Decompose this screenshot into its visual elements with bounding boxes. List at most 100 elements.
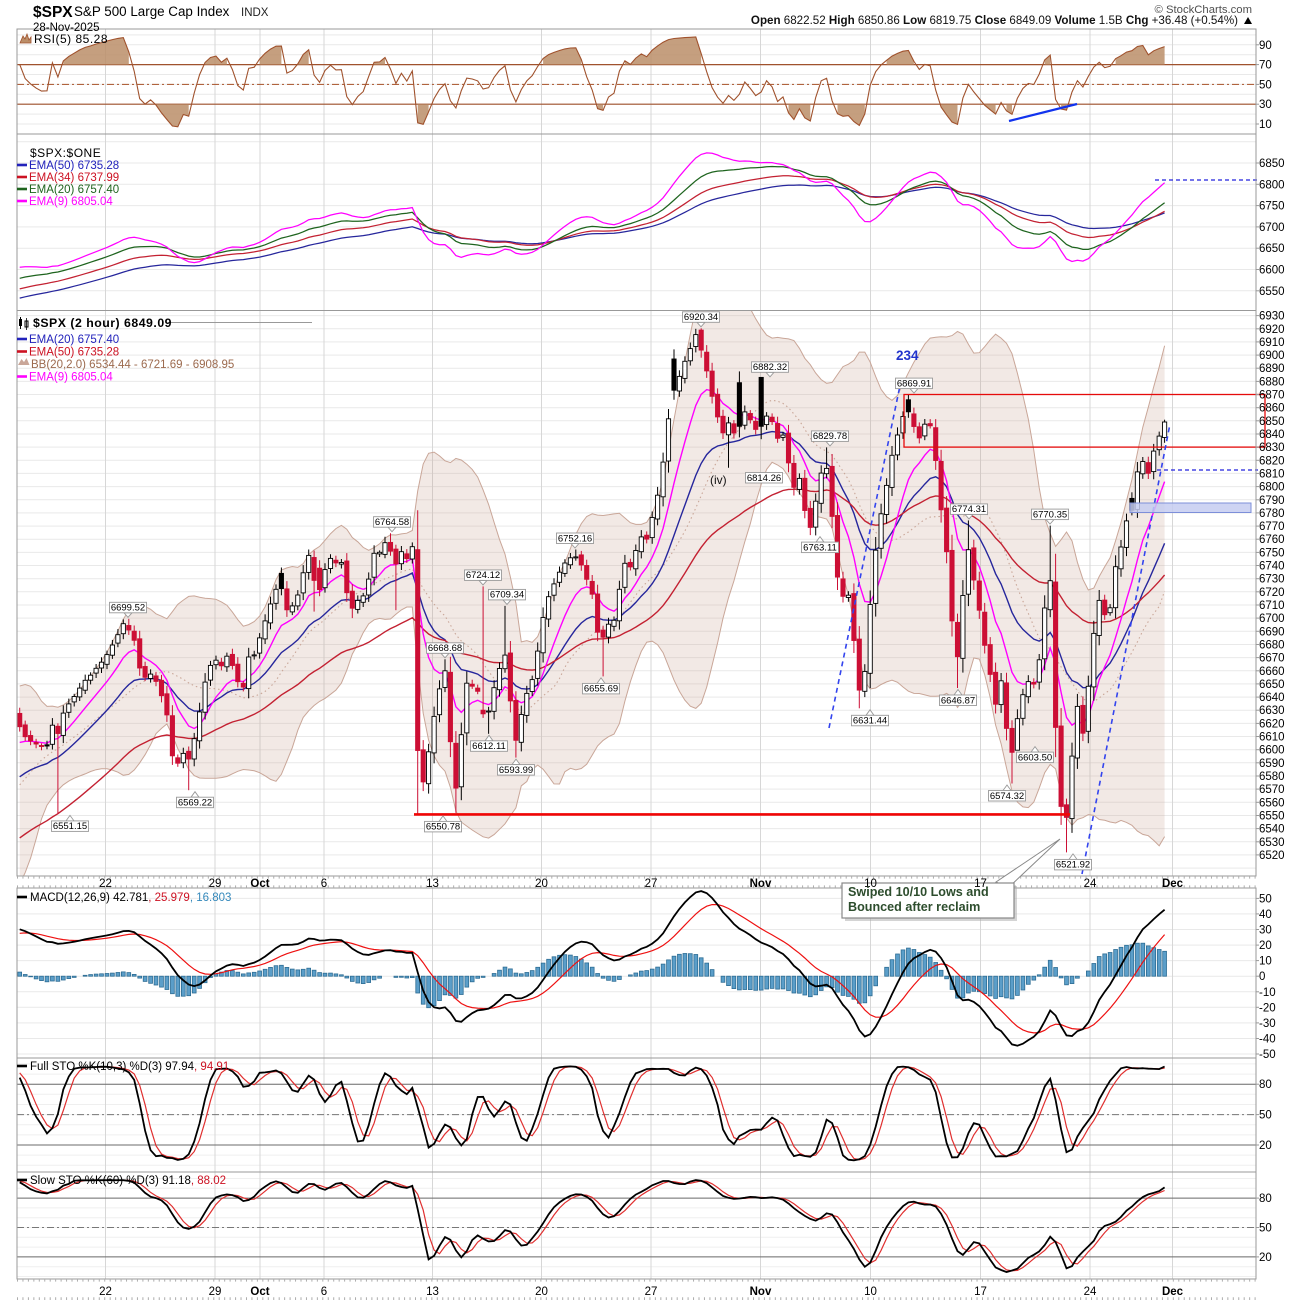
svg-text:24: 24 <box>1084 878 1097 890</box>
svg-text:Dec: Dec <box>1162 1286 1184 1298</box>
svg-text:EMA(20) 6757.40: EMA(20) 6757.40 <box>29 184 119 196</box>
svg-text:6780: 6780 <box>1259 508 1285 520</box>
svg-text:EMA(20) 6757.40: EMA(20) 6757.40 <box>29 334 119 346</box>
svg-text:6829.78: 6829.78 <box>813 431 847 442</box>
svg-text:17: 17 <box>974 878 987 890</box>
svg-text:BB(20,2.0) 6534.44 - 6721.69 -: BB(20,2.0) 6534.44 - 6721.69 - 6908.95 <box>31 359 234 371</box>
svg-text:6612.11: 6612.11 <box>472 741 506 752</box>
svg-text:24: 24 <box>1084 1286 1097 1298</box>
svg-text:Open 6822.52 High 6850.86 Low: Open 6822.52 High 6850.86 Low 6819.75 Cl… <box>751 14 1238 27</box>
svg-text:6770.35: 6770.35 <box>1033 509 1067 520</box>
svg-text:80: 80 <box>1259 1193 1272 1205</box>
svg-text:6650: 6650 <box>1259 243 1285 255</box>
svg-text:Bounced after reclaim: Bounced after reclaim <box>848 900 980 914</box>
svg-text:6551.15: 6551.15 <box>53 821 87 832</box>
svg-text:70: 70 <box>1259 60 1272 72</box>
svg-text:6630: 6630 <box>1259 705 1285 717</box>
svg-text:EMA(9) 6805.04: EMA(9) 6805.04 <box>29 196 113 208</box>
svg-text:6860: 6860 <box>1259 403 1285 415</box>
svg-text:-30: -30 <box>1259 1018 1276 1030</box>
svg-text:6668.68: 6668.68 <box>428 643 462 654</box>
svg-text:Nov: Nov <box>750 1286 772 1298</box>
svg-text:20: 20 <box>535 1286 548 1298</box>
svg-text:6569.22: 6569.22 <box>178 797 212 808</box>
svg-text:$SPX (2 hour) 6849.09: $SPX (2 hour) 6849.09 <box>33 316 172 330</box>
svg-text:6800: 6800 <box>1259 179 1285 191</box>
svg-text:6869.91: 6869.91 <box>897 378 931 389</box>
svg-text:$SPX: $SPX <box>33 4 73 21</box>
svg-text:6900: 6900 <box>1259 350 1285 362</box>
svg-text:27: 27 <box>645 1286 658 1298</box>
svg-text:EMA(9) 6805.04: EMA(9) 6805.04 <box>29 372 113 384</box>
svg-text:6650: 6650 <box>1259 679 1285 691</box>
svg-text:6709.34: 6709.34 <box>490 590 524 601</box>
svg-text:27: 27 <box>645 878 658 890</box>
svg-text:6570: 6570 <box>1259 784 1285 796</box>
svg-text:6790: 6790 <box>1259 495 1285 507</box>
svg-text:6920: 6920 <box>1259 324 1285 336</box>
svg-text:Oct: Oct <box>250 1286 269 1298</box>
svg-text:13: 13 <box>426 878 439 890</box>
svg-text:6760: 6760 <box>1259 534 1285 546</box>
svg-text:80: 80 <box>1259 1079 1272 1091</box>
svg-text:-40: -40 <box>1259 1033 1276 1045</box>
svg-text:6550: 6550 <box>1259 810 1285 822</box>
svg-text:Slow STO %K(60) %D(3) 91.18, 8: Slow STO %K(60) %D(3) 91.18, 88.02 <box>30 1175 226 1187</box>
svg-text:-10: -10 <box>1259 987 1276 999</box>
svg-text:50: 50 <box>1259 1110 1272 1122</box>
svg-text:6910: 6910 <box>1259 337 1285 349</box>
svg-text:13: 13 <box>426 1286 439 1298</box>
svg-text:6580: 6580 <box>1259 771 1285 783</box>
svg-text:6600: 6600 <box>1259 745 1285 757</box>
svg-text:6574.32: 6574.32 <box>990 791 1024 802</box>
svg-text:50: 50 <box>1259 79 1272 91</box>
svg-text:6730: 6730 <box>1259 574 1285 586</box>
svg-text:10: 10 <box>1259 956 1272 968</box>
svg-text:6763.11: 6763.11 <box>803 542 837 553</box>
svg-text:6550: 6550 <box>1259 286 1285 298</box>
svg-text:6530: 6530 <box>1259 837 1285 849</box>
svg-text:6850: 6850 <box>1259 416 1285 428</box>
svg-text:$SPX:$ONE: $SPX:$ONE <box>30 146 101 160</box>
svg-text:6870: 6870 <box>1259 390 1285 402</box>
svg-text:6590: 6590 <box>1259 758 1285 770</box>
svg-text:6720: 6720 <box>1259 587 1285 599</box>
svg-text:20: 20 <box>535 878 548 890</box>
svg-text:40: 40 <box>1259 909 1272 921</box>
svg-text:50: 50 <box>1259 893 1272 905</box>
svg-text:30: 30 <box>1259 924 1272 936</box>
svg-text:28-Nov-2025: 28-Nov-2025 <box>33 22 99 34</box>
svg-text:6620: 6620 <box>1259 718 1285 730</box>
svg-text:Dec: Dec <box>1162 878 1184 890</box>
svg-text:6655.69: 6655.69 <box>584 684 618 695</box>
svg-text:6920.34: 6920.34 <box>684 312 718 323</box>
svg-text:6850: 6850 <box>1259 158 1285 170</box>
svg-text:20: 20 <box>1259 1140 1272 1152</box>
svg-text:6774.31: 6774.31 <box>952 504 986 515</box>
svg-text:6690: 6690 <box>1259 626 1285 638</box>
svg-text:6520: 6520 <box>1259 850 1285 862</box>
svg-text:Nov: Nov <box>750 878 772 890</box>
svg-text:-50: -50 <box>1259 1049 1276 1061</box>
svg-text:6600: 6600 <box>1259 265 1285 277</box>
svg-text:6800: 6800 <box>1259 482 1285 494</box>
svg-text:22: 22 <box>99 878 112 890</box>
svg-text:EMA(34) 6737.99: EMA(34) 6737.99 <box>29 172 119 184</box>
svg-text:6830: 6830 <box>1259 442 1285 454</box>
svg-text:6700: 6700 <box>1259 613 1285 625</box>
svg-text:29: 29 <box>209 1286 222 1298</box>
svg-text:RSI(5) 85.28: RSI(5) 85.28 <box>34 32 108 46</box>
svg-text:10: 10 <box>864 1286 877 1298</box>
svg-text:6750: 6750 <box>1259 201 1285 213</box>
svg-text:6670: 6670 <box>1259 653 1285 665</box>
svg-text:(iv): (iv) <box>710 473 727 487</box>
svg-text:6820: 6820 <box>1259 455 1285 467</box>
svg-text:6603.50: 6603.50 <box>1018 752 1052 763</box>
svg-text:Oct: Oct <box>250 878 269 890</box>
svg-text:6880: 6880 <box>1259 376 1285 388</box>
svg-text:6640: 6640 <box>1259 692 1285 704</box>
svg-text:Full STO %K(10,3) %D(3) 97.94,: Full STO %K(10,3) %D(3) 97.94, 94.91 <box>30 1061 229 1073</box>
svg-text:6521.92: 6521.92 <box>1056 860 1090 871</box>
svg-text:20: 20 <box>1259 940 1272 952</box>
svg-text:6840: 6840 <box>1259 429 1285 441</box>
